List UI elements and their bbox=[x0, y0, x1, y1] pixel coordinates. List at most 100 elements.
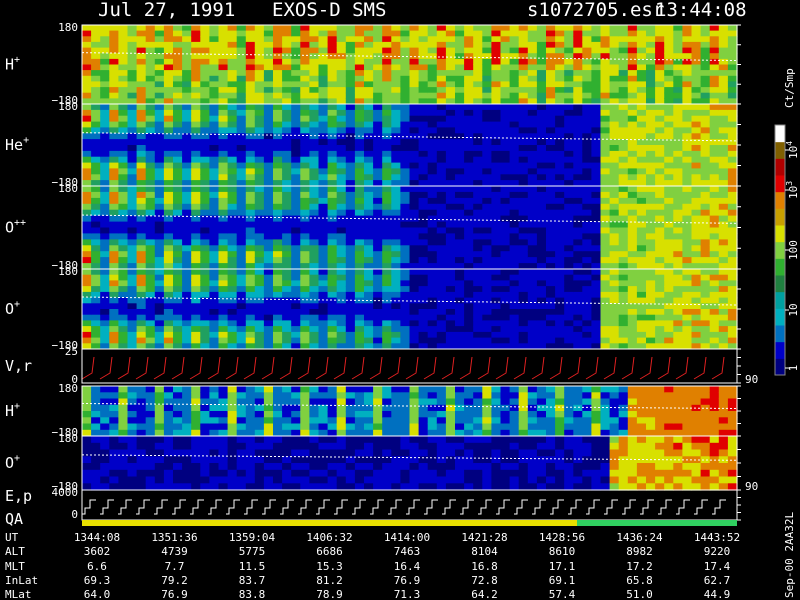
spectrogram-cell bbox=[482, 127, 492, 134]
spectrogram-cell bbox=[709, 162, 720, 170]
spectrogram-cell bbox=[345, 109, 356, 117]
spectrogram-cell bbox=[600, 245, 611, 252]
spectrogram-cell bbox=[109, 215, 119, 223]
spectrogram-cell bbox=[236, 104, 247, 111]
spectrogram-cell bbox=[163, 30, 174, 37]
spectrogram-cell bbox=[118, 215, 129, 223]
spectrogram-cell bbox=[591, 121, 602, 129]
spectrogram-cell bbox=[455, 398, 465, 406]
spectrogram-cell bbox=[327, 30, 338, 37]
spectrogram-cell bbox=[700, 81, 711, 88]
spectrogram-cell bbox=[400, 53, 411, 60]
spectrogram-cell bbox=[546, 221, 556, 229]
spectrogram-cell bbox=[300, 53, 310, 60]
spectrogram-cell bbox=[646, 411, 656, 418]
spectrogram-cell bbox=[163, 442, 174, 451]
spectrogram-cell bbox=[191, 411, 201, 418]
spectrogram-cell bbox=[582, 58, 592, 66]
spectrogram-cell bbox=[382, 150, 392, 158]
spectrogram-cell bbox=[691, 191, 702, 199]
spectrogram-cell bbox=[127, 442, 138, 451]
spectrogram-cell bbox=[91, 483, 101, 491]
spectrogram-cell bbox=[709, 47, 720, 54]
spectrogram-cell bbox=[655, 429, 665, 437]
spectrogram-cell bbox=[118, 36, 129, 43]
spectrogram-cell bbox=[409, 483, 420, 491]
spectrogram-cell bbox=[218, 320, 229, 327]
spectrogram-cell bbox=[300, 139, 310, 146]
spectrogram-cell bbox=[318, 303, 329, 310]
spectrogram-cell bbox=[236, 303, 247, 310]
spectrogram-cell bbox=[418, 469, 429, 478]
spectrogram-cell bbox=[509, 337, 520, 344]
spectrogram-cell bbox=[582, 274, 592, 281]
spectrogram-cell bbox=[682, 191, 693, 199]
spectrogram-cell bbox=[163, 309, 174, 316]
spectrogram-cell bbox=[273, 53, 283, 60]
spectrogram-cell bbox=[700, 109, 711, 117]
spectrogram-cell bbox=[354, 417, 365, 425]
spectrogram-cell bbox=[409, 257, 420, 264]
spectrogram-cell bbox=[445, 87, 456, 94]
spectrogram-cell bbox=[618, 191, 629, 199]
spectrogram-cell bbox=[573, 417, 583, 425]
spectrogram-cell bbox=[82, 64, 92, 71]
spectrogram-cell bbox=[118, 109, 129, 117]
spectrogram-cell bbox=[582, 53, 592, 60]
spectrogram-cell bbox=[436, 239, 447, 246]
spectrogram-cell bbox=[673, 233, 683, 240]
spectrogram-cell bbox=[482, 303, 492, 310]
spectrogram-cell bbox=[236, 36, 247, 43]
spectrogram-cell bbox=[282, 297, 292, 304]
spectrogram-cell bbox=[582, 337, 592, 344]
spectrogram-cell bbox=[564, 186, 574, 193]
spectrogram-cell bbox=[555, 245, 565, 252]
spectrogram-cell bbox=[509, 411, 520, 418]
spectrogram-cell bbox=[182, 191, 192, 199]
spectrogram-cell bbox=[236, 314, 247, 321]
spectrogram-cell bbox=[254, 25, 265, 32]
spectrogram-cell bbox=[236, 386, 247, 393]
spectrogram-cell bbox=[600, 186, 611, 193]
spectrogram-cell bbox=[354, 75, 365, 82]
spectrogram-cell bbox=[445, 133, 456, 140]
spectrogram-cell bbox=[591, 239, 602, 246]
spectrogram-cell bbox=[263, 203, 274, 211]
spectrogram-cell bbox=[345, 145, 356, 152]
spectrogram-cell bbox=[673, 109, 683, 117]
spectrogram-cell bbox=[482, 47, 492, 54]
spectrogram-cell bbox=[655, 36, 665, 43]
spectrogram-cell bbox=[154, 337, 165, 344]
spectrogram-cell bbox=[145, 483, 156, 491]
spectrogram-cell bbox=[282, 269, 292, 276]
spectrogram-cell bbox=[691, 411, 702, 418]
spectrogram-cell bbox=[354, 483, 365, 491]
spectrogram-cell bbox=[127, 104, 138, 111]
spectrogram-cell bbox=[718, 70, 729, 77]
spectrogram-cell bbox=[700, 314, 711, 321]
spectrogram-cell bbox=[464, 70, 474, 77]
spectrogram-cell bbox=[209, 215, 220, 223]
spectrogram-cell bbox=[700, 139, 711, 146]
spectrogram-cell bbox=[582, 64, 592, 71]
spectrogram-cell bbox=[382, 174, 392, 181]
spectrogram-cell bbox=[273, 36, 283, 43]
spectrogram-cell bbox=[327, 331, 338, 339]
spectrogram-cell bbox=[354, 386, 365, 393]
spectrogram-cell bbox=[318, 221, 329, 229]
spectrogram-cell bbox=[618, 58, 629, 66]
spectrogram-cell bbox=[582, 392, 592, 400]
spectrogram-cell bbox=[455, 47, 465, 54]
spectrogram-cell bbox=[263, 215, 274, 223]
spectrogram-cell bbox=[263, 436, 274, 444]
spectrogram-cell bbox=[145, 168, 156, 175]
spectrogram-cell bbox=[345, 30, 356, 37]
spectrogram-cell bbox=[655, 423, 665, 431]
spectrogram-cell bbox=[236, 92, 247, 99]
spectrogram-cell bbox=[182, 150, 192, 158]
spectrogram-cell bbox=[100, 186, 110, 193]
spectrogram-cell bbox=[691, 197, 702, 205]
spectrogram-cell bbox=[309, 58, 320, 66]
spectrogram-cell bbox=[709, 303, 720, 310]
spectrogram-cell bbox=[409, 174, 420, 181]
